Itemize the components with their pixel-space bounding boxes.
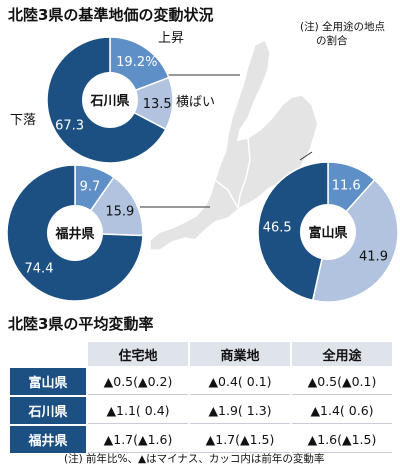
pie-value-label: 67.3 (55, 118, 84, 133)
pie-center (47, 205, 103, 261)
label-up: 上昇 (158, 31, 184, 46)
table-cell: ▲1.7(▲1.6) (88, 426, 188, 453)
pie-map-figure: 19.2% 13.5 67.3 石川県 9.7 15.9 74.4 福井県 11.6 41.9… (6, 31, 399, 303)
pie-value-label: 46.5 (263, 220, 292, 235)
label-flat: 横ばい (176, 95, 215, 110)
table-row: 富山県 ▲0.5(▲0.2) ▲0.4( 0.1) ▲0.5(▲0.1) (10, 368, 392, 395)
col-header: 商業地 (190, 342, 290, 366)
prefecture-border-ishikawa-toyama (237, 137, 251, 209)
pie-value-label: 74.4 (25, 262, 54, 277)
pie-center (82, 72, 138, 128)
table-row: 石川県 ▲1.1( 0.4) ▲1.9( 1.3) ▲1.4( 0.6) (10, 397, 392, 424)
pie-ishikawa: 19.2% 13.5 67.3 石川県 (46, 36, 174, 164)
rates-table: 住宅地 商業地 全用途 富山県 ▲0.5(▲0.2) ▲0.4( 0.1) ▲0… (8, 340, 394, 455)
hokuriku-map (149, 38, 319, 251)
pie-value-label: 15.9 (105, 205, 134, 220)
pie-slice-down (257, 161, 329, 302)
table-cell: ▲1.7(▲1.5) (190, 426, 290, 453)
pie-value-label: 13.5 (143, 97, 172, 112)
pie-value-label: 11.6 (332, 178, 361, 193)
pie-prefecture-label: 富山県 (308, 225, 347, 241)
pie-center (300, 204, 356, 260)
pie-value-label: 9.7 (80, 179, 101, 194)
col-header: 全用途 (292, 342, 392, 366)
pie-prefecture-label: 福井県 (54, 226, 94, 242)
table-cell: ▲0.5(▲0.2) (88, 368, 188, 395)
table-title: 北陸3県の平均変動率 (8, 315, 154, 333)
note: (注) 全用途の地点 の割合 (300, 20, 400, 48)
pie-prefecture-label: 石川県 (89, 94, 129, 109)
prefecture-border-ishikawa-fukui (214, 179, 239, 209)
table-header-row: 住宅地 商業地 全用途 (10, 342, 392, 366)
table-cell: ▲1.4( 0.6) (292, 397, 392, 424)
table-cell: ▲1.1( 0.4) (88, 397, 188, 424)
note-line-1: (注) 全用途の地点 (300, 21, 386, 33)
chart-title: 北陸3県の基準地価の変動状況 (8, 6, 214, 24)
table-cell: ▲0.4( 0.1) (190, 368, 290, 395)
table-row: 福井県 ▲1.7(▲1.6) ▲1.7(▲1.5) ▲1.6(▲1.5) (10, 426, 392, 453)
label-down: 下落 (10, 113, 36, 128)
row-header: 福井県 (10, 426, 86, 453)
table-cell: ▲0.5(▲0.1) (292, 368, 392, 395)
row-header: 富山県 (10, 368, 86, 395)
footnote: (注) 前年比%、▲はマイナス、カッコ内は前年の変動率 (64, 453, 325, 465)
col-header: 住宅地 (88, 342, 188, 366)
leader-line-toyama (299, 151, 313, 161)
pie-fukui: 9.7 15.9 74.4 福井県 (6, 164, 144, 302)
pie-toyama: 11.6 41.9 46.5 富山県 (257, 161, 399, 303)
row-header: 石川県 (10, 397, 86, 424)
pie-value-label: 41.9 (359, 249, 388, 264)
note-line-2: の割合 (316, 35, 348, 47)
pie-value-label: 19.2% (116, 55, 157, 70)
pie-slice-flat (311, 178, 399, 303)
table-corner (10, 342, 86, 366)
table-cell: ▲1.9( 1.3) (190, 397, 290, 424)
pie-slice-flat (108, 76, 174, 131)
table-cell: ▲1.6(▲1.5) (292, 426, 392, 453)
